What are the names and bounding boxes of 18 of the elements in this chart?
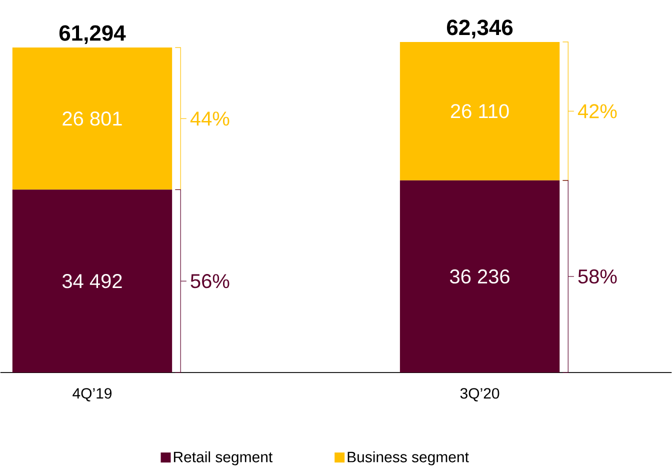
data-label: 36 236 [450,269,510,284]
x-tick-label: 4Q’19 [72,388,112,402]
legend-label: Retail segment [174,451,273,466]
bar [12,47,172,190]
bar [400,42,560,180]
annotation: 44% [190,111,230,126]
bar [12,189,172,372]
annotation: 56% [190,274,230,288]
data-label: 34 492 [62,274,122,288]
bar [400,180,560,372]
annotation: 42% [578,104,617,118]
data-label: 26 801 [62,111,122,126]
data-label: 26 110 [450,104,509,118]
total-label: 61,294 [59,25,126,44]
annotation: 58% [578,269,617,284]
total-label: 62,346 [446,19,513,38]
legend-label: Business segment [348,451,469,466]
x-tick-label: 3Q’20 [460,388,500,402]
